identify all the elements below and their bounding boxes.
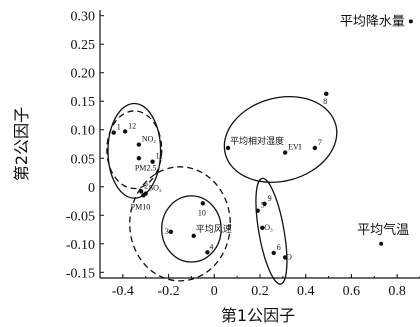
x-axis: -0.4 -0.2 0 0.2 0.4 0.6 0.8	[99, 274, 420, 299]
cluster-ellipse	[255, 177, 288, 285]
cluster-ellipse	[161, 195, 222, 263]
data-point	[379, 241, 384, 246]
point-label: 8	[323, 97, 327, 106]
data-point	[111, 130, 116, 135]
data-point	[312, 145, 318, 151]
data-point	[138, 189, 144, 194]
y-tick-label: 0.15	[71, 95, 96, 110]
x-tick-label: -0.4	[112, 284, 134, 299]
data-point	[136, 142, 142, 147]
x-tick-label: 0.2	[251, 284, 269, 299]
cluster-ellipse	[107, 102, 162, 199]
point-label: 11	[156, 152, 164, 161]
data-point	[408, 19, 413, 24]
y-tick-label: 0.30	[71, 10, 96, 25]
data-point	[205, 250, 210, 255]
x-tick-label: 0.4	[297, 284, 315, 299]
data-point	[262, 201, 267, 207]
data-point	[282, 255, 288, 260]
y-tick-label: 0.20	[71, 67, 96, 82]
point-label: 平均相对湿度	[230, 135, 284, 147]
dashed-cluster-ellipse	[106, 110, 163, 190]
data-point	[271, 250, 276, 256]
data-point	[324, 91, 329, 97]
point-label: 6	[277, 243, 281, 252]
data-point	[282, 150, 288, 155]
y-tick-label: -0.15	[66, 266, 95, 281]
dashed-cluster-ellipse	[129, 166, 231, 282]
data-point	[136, 156, 142, 161]
point-label: 9	[268, 194, 272, 203]
point-label: PM2.5	[135, 163, 157, 172]
point-label: 2	[144, 181, 148, 190]
point-label: EVI	[288, 143, 302, 152]
point-label: 7	[318, 138, 322, 147]
data-point	[150, 159, 155, 164]
data-point	[260, 225, 265, 231]
x-axis-title: 第1公因子	[221, 306, 295, 325]
point-label: O₃	[264, 223, 273, 232]
point-label: PM10	[131, 202, 151, 211]
y-tick-label: 0.25	[71, 38, 96, 53]
data-point	[141, 193, 146, 198]
data-point	[255, 208, 260, 213]
point-label: 平均气温	[357, 222, 409, 238]
point-label: NO₂	[142, 135, 157, 144]
point-label: O	[286, 252, 292, 261]
data-points: 平均降水量 8 7 EVI 平均相对湿度 1 12 NO₂ 11 PM2.5 2 SO₂ PM10 10 3…	[111, 14, 413, 261]
point-label: 10	[198, 208, 206, 217]
y-tick-label: 0	[88, 181, 95, 196]
x-tick-label: 0.6	[343, 284, 361, 299]
x-tick-label: -0.2	[157, 284, 179, 299]
y-tick-label: 0.05	[71, 152, 96, 167]
point-label: 平均降水量	[340, 14, 405, 29]
y-tick-label: -0.10	[66, 238, 95, 253]
x-tick-label: 0	[211, 284, 218, 299]
point-label: 3	[165, 227, 169, 236]
y-axis: 0.30 0.25 0.20 0.15 0.10 0.05 0 -0.05 -0.10 -0.15	[66, 10, 104, 281]
point-label: 平均风速	[196, 223, 232, 235]
data-point	[191, 233, 196, 239]
y-axis-title: 第2公因子	[12, 107, 31, 181]
y-tick-label: -0.05	[66, 209, 95, 224]
cluster-ellipses	[106, 95, 338, 285]
data-point	[225, 145, 231, 151]
y-tick-label: 0.10	[71, 124, 96, 139]
data-point	[122, 129, 128, 134]
point-label: 1	[117, 123, 121, 132]
cluster-ellipse	[223, 95, 338, 183]
x-tick-label: 0.8	[388, 284, 406, 299]
data-point	[200, 201, 206, 206]
point-label: SO₂	[149, 184, 162, 193]
point-label: 12	[128, 121, 136, 130]
point-label: 5	[261, 201, 265, 210]
point-label: 4	[209, 242, 213, 251]
data-point	[168, 229, 174, 235]
